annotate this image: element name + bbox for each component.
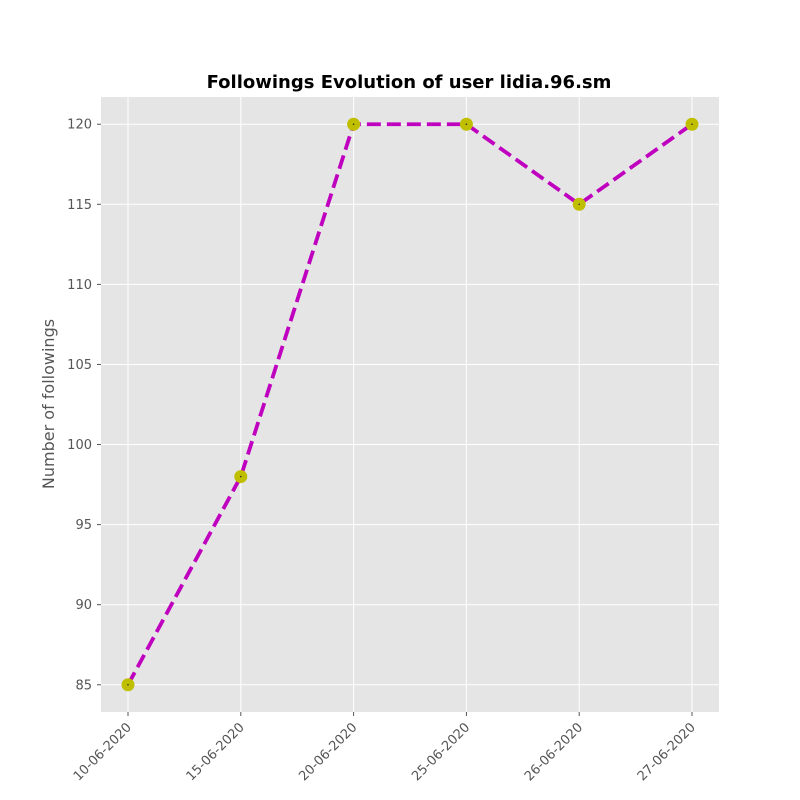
series-line bbox=[126, 122, 694, 686]
x-tick-label: 20-06-2020 bbox=[296, 720, 360, 784]
y-tick-label: 90 bbox=[75, 598, 92, 613]
y-tick-label: 120 bbox=[67, 118, 92, 133]
plot-area bbox=[101, 97, 719, 712]
x-tick-label: 10-06-2020 bbox=[71, 720, 135, 784]
series-group bbox=[121, 117, 699, 692]
x-axis-ticks: 10-06-2020 15-06-2020 20-06-2020 25-06-2020… bbox=[71, 712, 699, 784]
y-tick-label: 110 bbox=[67, 278, 92, 293]
chart-title: Followings Evolution of user lidia.96.sm bbox=[207, 72, 612, 93]
data-point-center bbox=[352, 123, 355, 126]
data-point-center bbox=[127, 683, 129, 686]
y-tick-label: 115 bbox=[67, 198, 92, 213]
x-tick-label: 15-06-2020 bbox=[184, 720, 248, 784]
y-tick-label: 105 bbox=[67, 358, 92, 373]
y-tick-label: 100 bbox=[67, 438, 92, 453]
y-tick-label: 95 bbox=[75, 518, 92, 533]
x-tick-label: 27-06-2020 bbox=[635, 720, 699, 784]
data-point-center bbox=[691, 123, 693, 126]
data-point-center bbox=[465, 123, 468, 126]
y-axis-ticks: 85 90 95 100 105 110 115 120 bbox=[67, 118, 101, 693]
y-axis-label: Number of followings bbox=[39, 319, 58, 489]
x-tick-label: 26-06-2020 bbox=[522, 720, 586, 784]
data-point-center bbox=[240, 475, 242, 478]
data-point-center bbox=[578, 203, 580, 206]
grid-lines bbox=[101, 97, 719, 712]
x-tick-label: 25-06-2020 bbox=[409, 720, 473, 784]
y-tick-label: 85 bbox=[75, 678, 92, 693]
